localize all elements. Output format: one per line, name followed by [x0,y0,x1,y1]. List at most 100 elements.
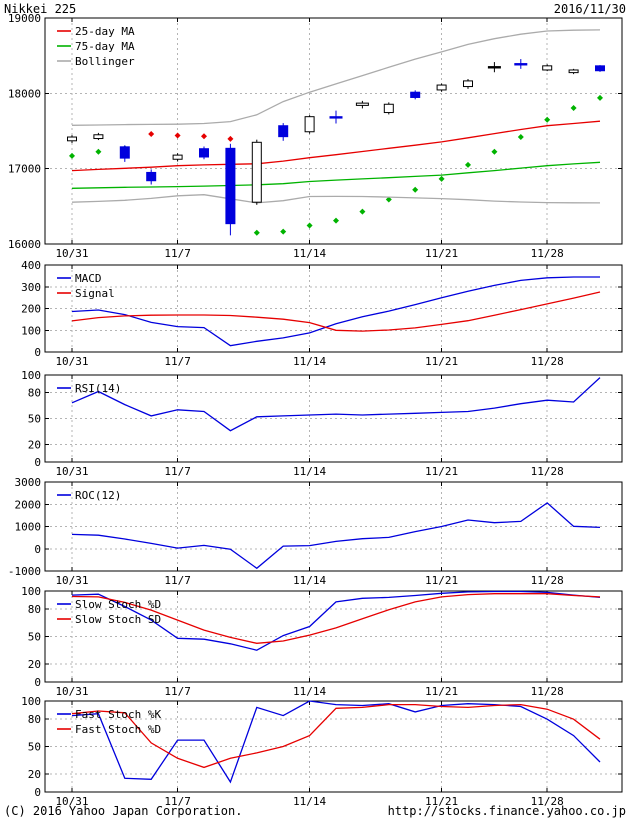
x-tick-label: 11/7 [164,685,191,698]
y-tick-label: 16000 [8,238,41,251]
legend-label: Slow Stoch %D [75,598,161,611]
y-tick-label: 80 [28,713,41,726]
candle-body [225,147,236,225]
plot-frame [44,264,623,353]
y-tick-label: 0 [34,786,41,799]
candle-body [146,171,157,182]
y-tick-label: 18000 [8,87,41,100]
legend-label: ROC(12) [75,489,121,502]
sar-dot [412,186,419,193]
y-tick-label: 400 [21,259,41,272]
candle-body [463,80,473,88]
y-tick-label: 100 [21,695,41,708]
sar-dot [174,132,181,139]
y-tick-label: 19000 [8,12,41,25]
y-tick-label: 2000 [15,498,42,511]
y-tick-label: 100 [21,369,41,382]
sar-dot [201,133,207,140]
series-slow-stoch-d [71,590,601,651]
x-tick-label: 10/31 [55,795,88,808]
plot-frame [44,590,623,683]
macd-panel: 10/31 11/7 11/14 11/21 11/28 0 100 200 300 400 MAC… [21,259,623,368]
series-bollinger-upper [71,29,601,126]
footer: (C) 2016 Yahoo Japan Corporation. http:/… [4,804,626,818]
x-tick-label: 11/7 [164,574,191,587]
legend-label: MACD [75,272,102,285]
plot-frame [44,481,623,572]
y-tick-label: 300 [21,281,41,294]
y-tick-label: 50 [28,413,41,426]
candle-body [93,134,104,140]
x-tick-label: 11/21 [425,795,458,808]
sar-dot [280,228,287,235]
x-tick-label: 11/28 [531,247,564,260]
candle-body [383,103,394,114]
series-bollinger-lower [71,194,601,204]
plot-frame [44,374,623,463]
y-tick-label: 100 [21,324,41,337]
candle-body [514,63,528,66]
sar-dot [570,105,577,112]
candle-body [410,91,421,98]
y-tick-label: 20 [28,439,41,452]
sar-dot [517,134,524,141]
legend-label: 25-day MA [75,25,135,38]
sar-dot [544,116,551,123]
x-tick-label: 11/28 [531,795,564,808]
sar-dot [597,94,603,101]
copyright-text: (C) 2016 Yahoo Japan Corporation. [4,804,243,818]
plot-frame [44,700,623,793]
candle-body [568,69,579,74]
source-url: http://stocks.finance.yahoo.co.jp [387,804,626,818]
candle-body [119,146,130,159]
sar-dot [69,152,75,159]
legend-label: Bollinger [75,55,135,68]
x-tick-label: 11/21 [425,247,458,260]
legend-label: Fast Stoch %D [75,723,161,736]
x-tick-label: 11/14 [293,574,326,587]
y-tick-label: 20 [28,768,41,781]
series-fast-stoch-k [71,700,601,784]
sar-dot [306,222,313,229]
y-tick-label: 1000 [15,521,42,534]
x-tick-label: 11/14 [293,795,326,808]
candle-body [251,141,262,203]
x-tick-label: 10/31 [55,574,88,587]
slow-stoch-panel: 10/31 11/7 11/14 11/21 11/28 0 20 50 80 100 Slow S… [21,585,623,698]
series-roc-12- [71,502,601,570]
x-tick-label: 11/7 [164,795,191,808]
chart-date: 2016/11/30 [553,2,626,16]
series-macd [71,276,600,347]
sar-dot [385,196,392,203]
page-title: Nikkei 225 [4,2,77,16]
candle-body [304,116,315,133]
rsi-panel: 10/31 11/7 11/14 11/21 11/28 0 20 50 80 100 RSI(14… [21,369,623,478]
series-signal [71,291,601,332]
candle-body [355,102,369,106]
price-panel: 10/31 11/7 11/14 11/21 11/28 16000 17000 18000 1… [8,12,623,260]
y-tick-label: 0 [34,543,41,556]
legend-label: Signal [75,287,115,300]
series-ma-25-day [71,120,601,172]
y-tick-label: 80 [28,603,41,616]
x-tick-label: 11/14 [293,685,326,698]
candle-body [199,148,209,158]
y-tick-label: 200 [21,303,41,316]
series-ma-75-day [71,161,601,189]
legend-label: 75-day MA [75,40,135,53]
roc-panel: 10/31 11/7 11/14 11/21 11/28 -1000 0 1000 2000 30… [8,476,623,587]
sar-dot [253,229,260,236]
legend-label: RSI(14) [75,382,121,395]
x-tick-label: 10/31 [55,465,88,478]
sar-dot [491,148,498,155]
sar-dot [95,148,102,155]
y-tick-label: 50 [28,631,41,644]
x-tick-label: 11/21 [425,465,458,478]
y-tick-label: 80 [28,386,41,399]
x-tick-label: 11/7 [164,465,191,478]
x-tick-label: 11/21 [425,685,458,698]
sar-dot [333,217,339,224]
x-tick-label: 10/31 [55,685,88,698]
x-tick-label: 11/28 [531,685,564,698]
